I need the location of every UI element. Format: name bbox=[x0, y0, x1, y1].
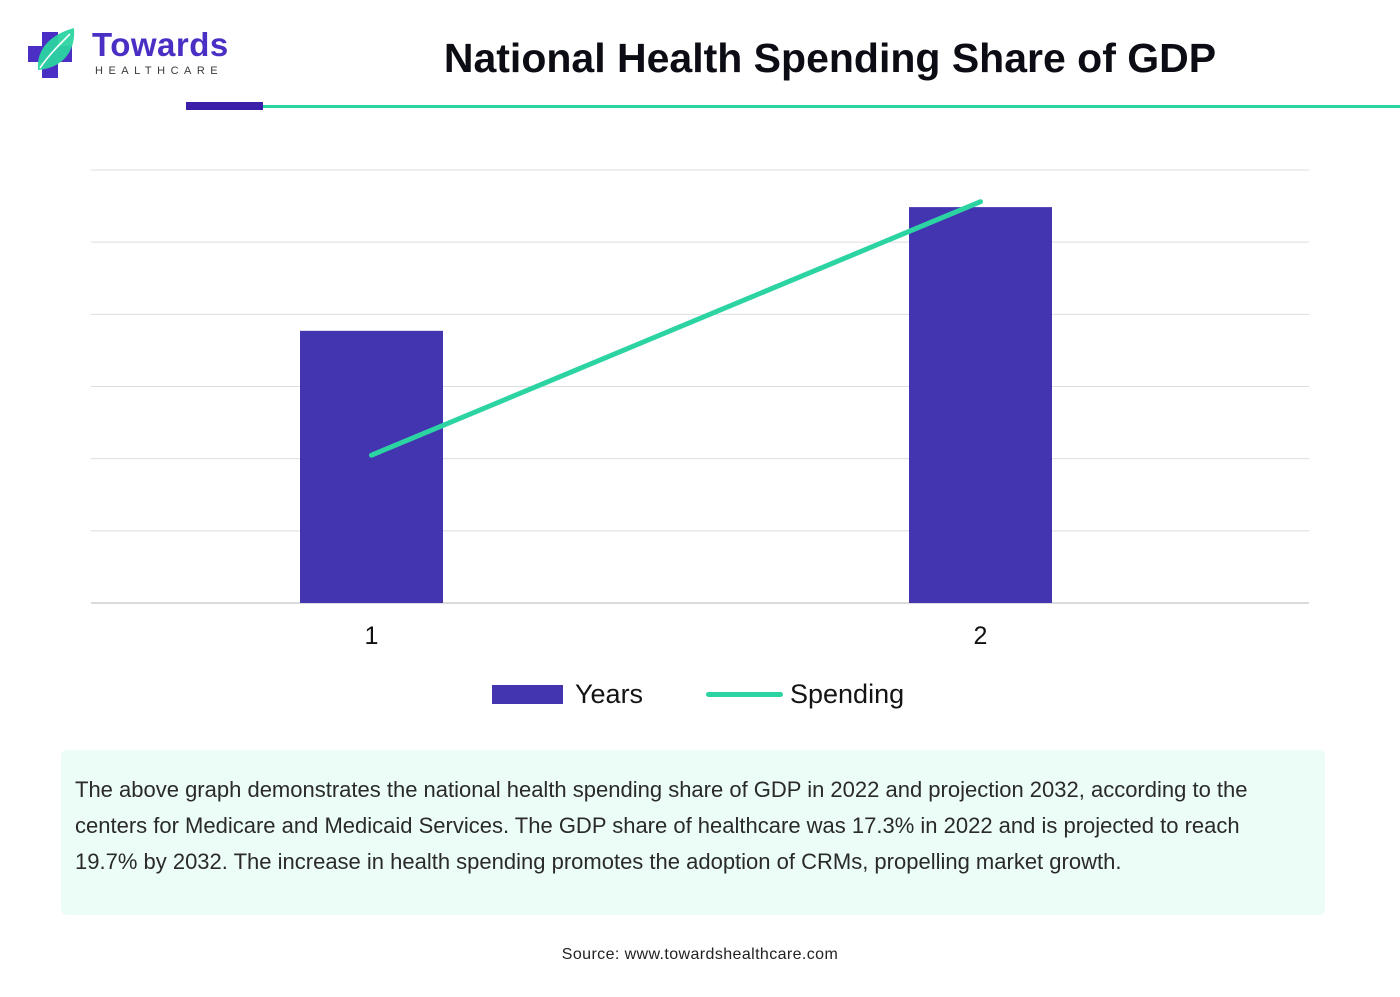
legend-item-spending: Spending bbox=[706, 672, 904, 716]
line-spending bbox=[369, 199, 983, 458]
title-underline bbox=[263, 105, 1400, 108]
legend-label-years: Years bbox=[575, 678, 644, 709]
brand-name: Towards bbox=[92, 26, 229, 63]
legend-swatch-spending bbox=[706, 691, 783, 697]
chart-legend: Years Spending bbox=[0, 672, 1400, 716]
bar-years-2 bbox=[909, 207, 1052, 603]
title-underline-accent bbox=[186, 102, 263, 110]
bar-years-1 bbox=[300, 330, 443, 603]
legend-swatch-years bbox=[492, 684, 563, 704]
brand-tagline: HEALTHCARE bbox=[95, 65, 224, 77]
page-title: National Health Spending Share of GDP bbox=[443, 35, 1217, 81]
x-tick-label-1: 1 bbox=[365, 622, 379, 650]
bar-series bbox=[300, 207, 1052, 603]
x-tick-label-2: 2 bbox=[974, 622, 988, 650]
medical-cross-leaf-icon bbox=[28, 28, 75, 78]
brand-logo: Towards HEALTHCARE bbox=[22, 24, 242, 86]
gridlines bbox=[91, 169, 1309, 604]
legend-label-spending: Spending bbox=[790, 678, 905, 709]
legend-item-years: Years bbox=[492, 672, 643, 716]
description-box: The above graph demonstrates the nationa… bbox=[61, 750, 1325, 915]
source-credit: Source: www.towardshealthcare.com bbox=[561, 946, 839, 963]
description-text: The above graph demonstrates the nationa… bbox=[75, 777, 1248, 874]
line-series bbox=[369, 199, 983, 458]
